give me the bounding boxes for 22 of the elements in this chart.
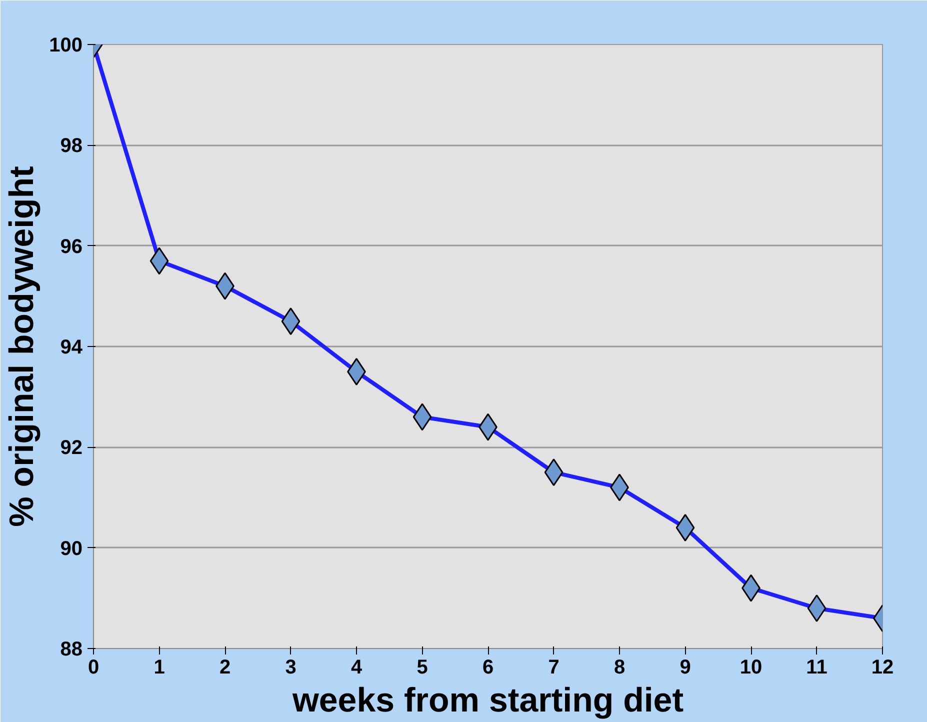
x-tick-label: 1: [154, 656, 165, 678]
y-tick-label: 100: [49, 34, 83, 56]
y-tick-label: 92: [60, 437, 83, 460]
x-tick-label: 7: [548, 656, 560, 678]
x-tick-label: 3: [285, 656, 296, 678]
x-tick-label: 0: [88, 656, 100, 678]
x-tick-label: 2: [219, 656, 231, 678]
y-axis-title: % original bodyweight: [3, 166, 42, 527]
x-tick-label: 12: [871, 656, 894, 678]
y-tick-label: 98: [60, 135, 83, 158]
x-tick-label: 5: [416, 656, 428, 678]
x-tick-label: 4: [350, 656, 363, 678]
x-axis-title: weeks from starting diet: [291, 682, 684, 720]
y-tick-label: 94: [60, 336, 84, 358]
x-tick-label: 11: [806, 656, 828, 678]
y-tick-label: 90: [60, 538, 83, 560]
x-tick-label: 9: [680, 656, 691, 678]
y-tick-label: 88: [60, 638, 83, 660]
y-tick-label: 96: [60, 236, 83, 258]
x-tick-label: 8: [614, 656, 626, 678]
x-tick-label: 10: [740, 656, 762, 678]
x-tick-label: 6: [482, 656, 494, 678]
